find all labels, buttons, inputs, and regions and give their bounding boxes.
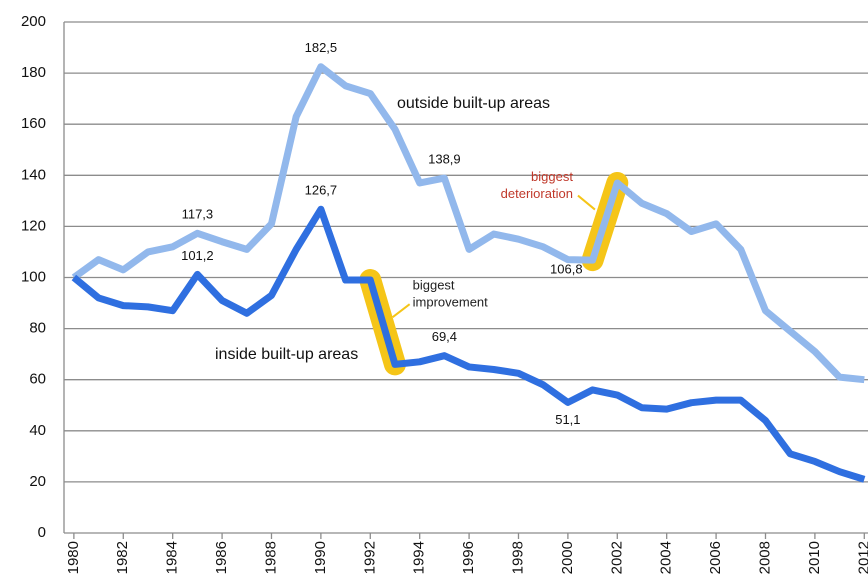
x-tick-label: 1986 bbox=[213, 541, 230, 574]
data-label: 138,9 bbox=[428, 152, 461, 167]
series-label: outside built-up areas bbox=[397, 95, 550, 112]
x-tick-label: 1982 bbox=[114, 541, 131, 574]
y-tick-label: 200 bbox=[21, 13, 46, 30]
x-tick-label: 2000 bbox=[559, 541, 576, 574]
y-tick-label: 100 bbox=[21, 268, 46, 285]
x-tick-label: 1996 bbox=[460, 541, 477, 574]
annotation-arrow bbox=[392, 303, 411, 319]
x-tick-label: 1984 bbox=[164, 541, 181, 574]
x-tick-label: 2002 bbox=[608, 541, 625, 574]
series-line bbox=[71, 205, 866, 483]
data-label: 106,8 bbox=[550, 262, 583, 277]
x-tick-label: 1988 bbox=[262, 541, 279, 574]
annotation: biggest bbox=[413, 278, 455, 293]
x-tick-label: 1994 bbox=[411, 541, 428, 574]
x-tick-label: 2008 bbox=[756, 541, 773, 574]
series-label: inside built-up areas bbox=[215, 346, 358, 363]
annotation: deterioration bbox=[501, 186, 573, 201]
x-tick-label: 1990 bbox=[312, 541, 329, 574]
y-tick-label: 140 bbox=[21, 166, 46, 183]
x-tick-label: 2012 bbox=[855, 541, 868, 574]
annotation-arrow bbox=[577, 194, 596, 211]
y-tick-label: 80 bbox=[29, 320, 46, 337]
annotation: biggest bbox=[531, 169, 573, 184]
x-tick-label: 1998 bbox=[509, 541, 526, 574]
y-tick-label: 160 bbox=[21, 115, 46, 132]
x-tick-label: 1992 bbox=[361, 541, 378, 574]
y-tick-label: 0 bbox=[38, 524, 46, 541]
x-tick-label: 2004 bbox=[658, 541, 675, 574]
x-tick-label: 1980 bbox=[65, 541, 82, 574]
y-tick-label: 60 bbox=[29, 371, 46, 388]
x-tick-label: 2006 bbox=[707, 541, 724, 574]
annotation: improvement bbox=[413, 295, 489, 310]
y-tick-label: 20 bbox=[29, 473, 46, 490]
y-tick-label: 180 bbox=[21, 64, 46, 81]
x-tick-label: 2010 bbox=[806, 541, 823, 574]
y-tick-label: 40 bbox=[29, 422, 46, 439]
data-label: 117,3 bbox=[182, 207, 214, 222]
data-label: 51,1 bbox=[555, 412, 580, 427]
data-label: 126,7 bbox=[305, 183, 338, 198]
data-label: 69,4 bbox=[432, 329, 457, 344]
y-tick-label: 120 bbox=[21, 217, 46, 234]
series-line bbox=[71, 63, 865, 384]
data-label: 182,5 bbox=[305, 40, 338, 55]
data-label: 101,2 bbox=[181, 248, 214, 263]
